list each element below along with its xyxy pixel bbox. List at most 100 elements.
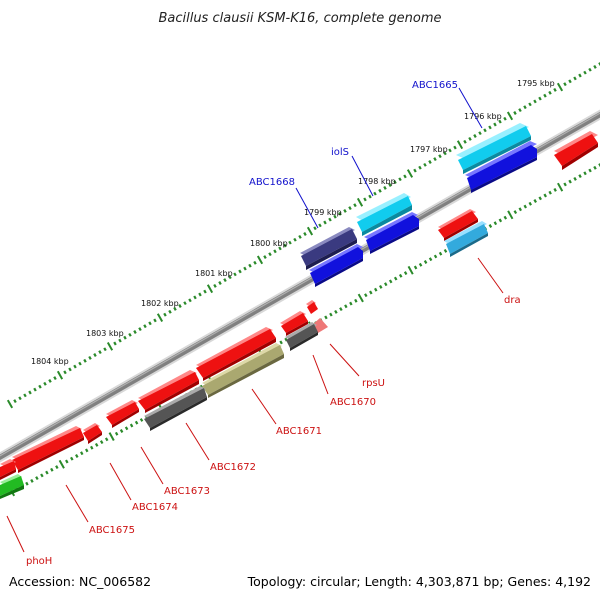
outer-rail-minor-tick (163, 312, 167, 317)
feature-red-small-b[interactable] (306, 300, 318, 314)
leader-abc1673 (140, 446, 164, 485)
inner-rail-minor-tick (588, 168, 592, 173)
outer-rail-minor-tick (198, 292, 202, 297)
inner-rail-minor-tick (548, 190, 552, 195)
label-abc1665[interactable]: ABC1665 (412, 80, 458, 91)
outer-rail-minor-tick (78, 361, 82, 366)
inner-rail-minor-tick (354, 298, 358, 303)
feature-abc1667[interactable] (364, 212, 419, 254)
outer-rail-minor-tick (423, 162, 427, 167)
feature-abc1669[interactable] (309, 244, 363, 287)
feature-red-long-a[interactable] (196, 327, 276, 381)
inner-rail-minor-tick (139, 418, 144, 422)
feature-dra-2[interactable] (444, 221, 488, 257)
inner-rail-minor-tick (379, 284, 383, 289)
leader-iols (351, 155, 374, 197)
inner-rail-minor-tick (443, 248, 448, 253)
feature-abc1671[interactable] (202, 343, 284, 398)
outer-rail-minor-tick (333, 214, 337, 219)
label-abc1670[interactable]: ABC1670 (330, 397, 376, 408)
outer-rail-minor-tick (338, 211, 342, 216)
outer-rail-minor-tick (433, 157, 437, 162)
outer-rail-minor-tick (348, 206, 352, 211)
outer-rail-minor-tick (133, 330, 137, 334)
outer-rail-minor-tick (243, 266, 247, 271)
feature-edge-left[interactable] (0, 459, 16, 480)
outer-rail-minor-tick (523, 105, 527, 110)
outer-rail-major-tick (256, 255, 264, 265)
feature-phoh[interactable] (0, 474, 24, 499)
inner-rail-minor-tick (543, 193, 547, 198)
feature-abc1668[interactable] (300, 227, 357, 270)
leader-abc1675 (65, 484, 89, 523)
label-rpsu[interactable]: rpsU (362, 378, 385, 389)
feature-abc1674[interactable] (83, 423, 102, 444)
outer-rail-minor-tick (103, 347, 107, 352)
tick-label-1802: 1802 kbp (141, 299, 179, 308)
inner-rail-minor-tick (114, 431, 119, 436)
inner-rail-minor-tick (438, 251, 443, 256)
inner-rail-minor-tick (339, 307, 343, 312)
outer-rail-minor-tick (28, 390, 32, 395)
inner-rail-minor-tick (518, 207, 522, 212)
label-abc1668[interactable]: ABC1668 (249, 177, 295, 188)
tick-label-1804: 1804 kbp (31, 357, 69, 366)
feature-abc1670[interactable] (285, 322, 318, 351)
label-abc1672[interactable]: ABC1672 (210, 462, 256, 473)
inner-rail-minor-tick (279, 340, 283, 345)
outer-rail-minor-tick (113, 341, 117, 346)
feature-abc1665[interactable] (456, 123, 531, 174)
label-dra[interactable]: dra (504, 295, 521, 306)
outer-rail-minor-tick (48, 379, 52, 383)
outer-rail-minor-tick (153, 318, 157, 323)
inner-rail-minor-tick (393, 276, 398, 281)
leader-abc1672 (185, 422, 210, 461)
label-abc1671[interactable]: ABC1671 (276, 426, 322, 437)
inner-rail-major-tick (58, 459, 65, 469)
outer-rail-major-tick (506, 111, 514, 121)
feature-dra[interactable] (438, 209, 478, 241)
feature-abc1675[interactable] (12, 426, 84, 473)
inner-rail-minor-tick (553, 187, 557, 192)
leader-rpsu (329, 343, 360, 377)
label-abc1674[interactable]: ABC1674 (132, 502, 178, 513)
label-abc1673[interactable]: ABC1673 (164, 486, 210, 497)
inner-rail-minor-tick (428, 257, 433, 262)
outer-rail-minor-tick (418, 165, 422, 170)
inner-rail-minor-tick (99, 440, 104, 445)
inner-rail-minor-tick (493, 221, 498, 226)
label-iols[interactable]: iolS (331, 147, 349, 158)
feature-abc1666[interactable] (465, 141, 537, 193)
forward-labels: ABC1665 iolS ABC1668 (249, 80, 483, 229)
outer-rail-minor-tick (593, 64, 597, 69)
leader-phoh (6, 515, 25, 553)
feature-red-small-a[interactable] (280, 311, 308, 336)
map-title: Bacillus clausii KSM-K16, complete genom… (158, 11, 441, 26)
feature-abc1672[interactable] (144, 386, 207, 431)
inner-rail-minor-tick (423, 260, 428, 264)
tick-label-1798: 1798 kbp (358, 177, 396, 186)
feature-iols[interactable] (356, 193, 412, 236)
outer-rail-minor-tick (368, 194, 372, 199)
inner-rail-minor-tick (349, 301, 353, 306)
tick-label-1799: 1799 kbp (304, 208, 342, 217)
outer-rail-major-tick (56, 370, 64, 380)
label-abc1675[interactable]: ABC1675 (89, 525, 135, 536)
outer-rail-minor-tick (218, 281, 222, 285)
inner-rail-major-tick (108, 432, 115, 441)
feature-red-long-b[interactable] (138, 370, 199, 413)
outer-rail-minor-tick (98, 350, 102, 355)
inner-rail-minor-tick (498, 218, 503, 223)
outer-tick-rail (6, 62, 600, 409)
genome-summary-text: Topology: circular; Length: 4,303,871 bp… (247, 574, 591, 589)
inner-rail-minor-tick (344, 304, 348, 309)
feature-abc1673[interactable] (106, 400, 139, 428)
outer-rail-minor-tick (88, 355, 92, 360)
outer-rail-major-tick (556, 82, 564, 92)
outer-rail-minor-tick (233, 272, 237, 277)
outer-rail-major-tick (356, 197, 364, 207)
inner-rail-minor-tick (583, 171, 587, 176)
feature-edge-right[interactable] (554, 131, 598, 170)
leader-abc1674 (109, 462, 132, 501)
label-phoh[interactable]: phoH (26, 556, 52, 567)
